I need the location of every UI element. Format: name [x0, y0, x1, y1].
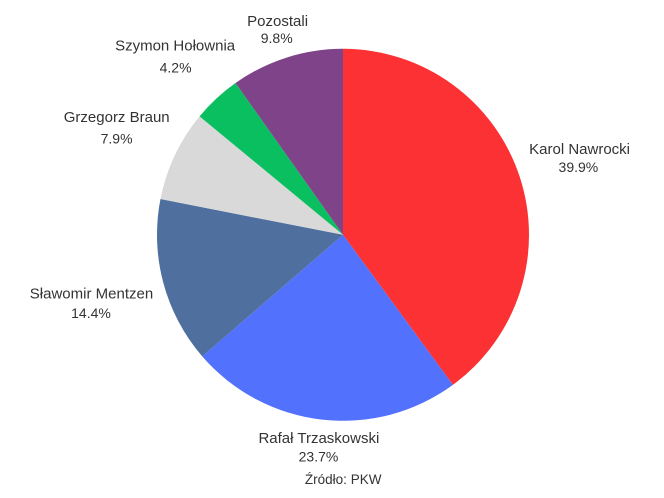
svg-text:Pozostali: Pozostali	[247, 13, 308, 30]
svg-text:7.9%: 7.9%	[101, 131, 133, 147]
svg-text:Sławomir Mentzen: Sławomir Mentzen	[30, 285, 153, 302]
svg-text:9.8%: 9.8%	[261, 30, 293, 46]
svg-text:Źródło: PKW: Źródło: PKW	[305, 472, 382, 487]
svg-text:39.9%: 39.9%	[559, 159, 599, 175]
svg-text:23.7%: 23.7%	[299, 449, 339, 465]
svg-text:Karol Nawrocki: Karol Nawrocki	[529, 141, 630, 158]
svg-text:Szymon Hołownia: Szymon Hołownia	[115, 38, 236, 55]
svg-text:4.2%: 4.2%	[160, 60, 192, 76]
svg-text:14.4%: 14.4%	[71, 305, 111, 321]
svg-text:Grzegorz Braun: Grzegorz Braun	[64, 109, 170, 126]
svg-text:Rafał Trzaskowski: Rafał Trzaskowski	[258, 430, 379, 447]
